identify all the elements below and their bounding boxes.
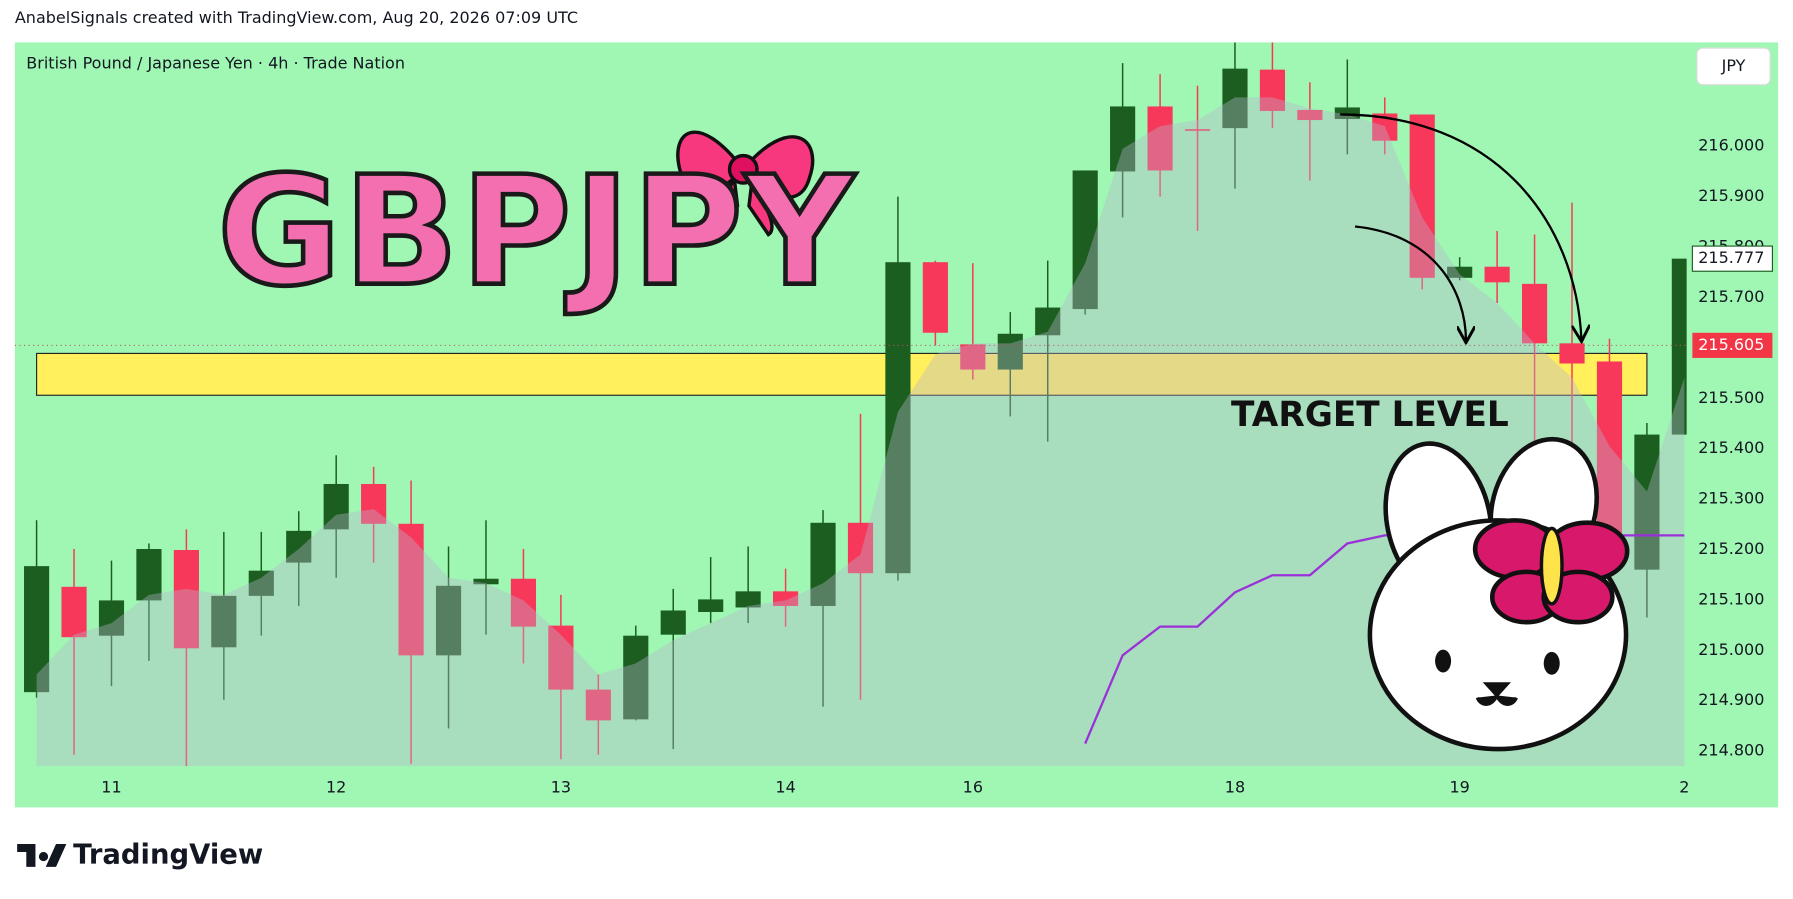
marked-price-box bbox=[1692, 332, 1773, 358]
candle-body bbox=[1596, 361, 1623, 536]
candle-body bbox=[1035, 307, 1061, 336]
candle-body bbox=[1072, 170, 1098, 310]
candle-body bbox=[1334, 107, 1360, 120]
candle-body bbox=[1559, 343, 1585, 364]
y-tick-label: 215.400 bbox=[1698, 438, 1764, 457]
y-tick-label: 216.000 bbox=[1698, 136, 1764, 155]
arrow bbox=[1340, 113, 1581, 339]
candle-body bbox=[435, 585, 462, 656]
y-tick-label: 215.700 bbox=[1698, 287, 1764, 306]
target-zone bbox=[36, 352, 1648, 396]
candle-body bbox=[136, 548, 162, 601]
x-tick-label: 19 bbox=[1449, 777, 1469, 796]
overlay-title: GBPJPY bbox=[217, 144, 856, 320]
candle-body bbox=[810, 522, 836, 606]
currency-label[interactable]: JPY bbox=[1721, 56, 1746, 75]
candle-body bbox=[1484, 266, 1510, 283]
candle-body bbox=[98, 600, 125, 636]
candle-body bbox=[286, 530, 312, 563]
candle-body bbox=[361, 483, 387, 524]
candle-body bbox=[1634, 434, 1660, 570]
currency-button[interactable] bbox=[1696, 47, 1771, 86]
y-tick-label: 215.500 bbox=[1698, 388, 1764, 407]
x-tick-label: 18 bbox=[1225, 777, 1245, 796]
last-price-label: 215.777 bbox=[1698, 248, 1764, 267]
x-tick-label: 11 bbox=[101, 777, 121, 796]
candle-body bbox=[24, 566, 50, 693]
y-tick-label: 215.100 bbox=[1698, 589, 1764, 608]
annotation: TARGET LEVEL bbox=[1231, 395, 1509, 435]
x-tick-label: 13 bbox=[551, 777, 571, 796]
arrow bbox=[1354, 225, 1466, 341]
last-price-box bbox=[1691, 245, 1773, 272]
candle-body bbox=[922, 262, 948, 333]
candle-body bbox=[548, 625, 574, 690]
candle-body bbox=[211, 595, 237, 648]
candle-body bbox=[1447, 266, 1473, 278]
candle-body bbox=[698, 599, 724, 613]
candle-body bbox=[1521, 283, 1548, 344]
candle-body bbox=[997, 333, 1023, 370]
x-tick-label: 14 bbox=[775, 777, 795, 796]
candle-body bbox=[1147, 106, 1173, 171]
y-tick-label: 214.900 bbox=[1698, 690, 1764, 709]
candle-body bbox=[323, 483, 349, 530]
credit: AnabelSignals created with TradingView.c… bbox=[15, 8, 578, 27]
candle-body bbox=[473, 578, 499, 585]
bow bbox=[676, 130, 815, 237]
candle-body bbox=[1222, 68, 1248, 129]
candle-body bbox=[735, 591, 761, 608]
overlay: TARGET LEVEL 214.800 214.900 215.000 215.100… bbox=[14, 136, 1773, 796]
candle-body bbox=[61, 586, 87, 638]
y-tick-label: 215.900 bbox=[1698, 186, 1764, 205]
candle-body bbox=[510, 578, 537, 627]
candle-body bbox=[960, 344, 986, 370]
x-tick-label: 16 bbox=[963, 777, 983, 796]
candle-body bbox=[398, 523, 424, 656]
candle-body bbox=[885, 262, 911, 574]
logo-icon bbox=[17, 844, 67, 867]
bunny bbox=[1367, 436, 1630, 752]
x-tick-label: 12 bbox=[326, 777, 346, 796]
y-tick-label: 215.300 bbox=[1698, 489, 1764, 508]
candle-body bbox=[623, 635, 649, 720]
candle-body bbox=[1259, 69, 1286, 111]
candle-body bbox=[773, 591, 799, 606]
candle-body bbox=[173, 550, 199, 649]
logo: TradingView bbox=[73, 839, 263, 870]
candle-body bbox=[248, 570, 274, 596]
y-tick-label: 214.800 bbox=[1698, 741, 1764, 760]
candle-body bbox=[1297, 109, 1323, 121]
y-tick-label: 215.200 bbox=[1698, 539, 1764, 558]
candle-body bbox=[585, 689, 611, 721]
candle-body bbox=[1671, 258, 1687, 435]
y-tick-label: 215.000 bbox=[1698, 640, 1764, 659]
candle-body bbox=[847, 522, 874, 574]
marked-price-label: 215.605 bbox=[1698, 335, 1764, 354]
x-tick-label: 2 bbox=[1679, 777, 1689, 796]
candle-body bbox=[1110, 106, 1136, 172]
plot bbox=[24, 42, 1687, 767]
candle-body bbox=[660, 610, 686, 635]
chart-title: British Pound / Japanese Yen · 4h · Trad… bbox=[26, 54, 405, 73]
indicator-area bbox=[36, 97, 1685, 767]
candle-body bbox=[1184, 129, 1211, 131]
